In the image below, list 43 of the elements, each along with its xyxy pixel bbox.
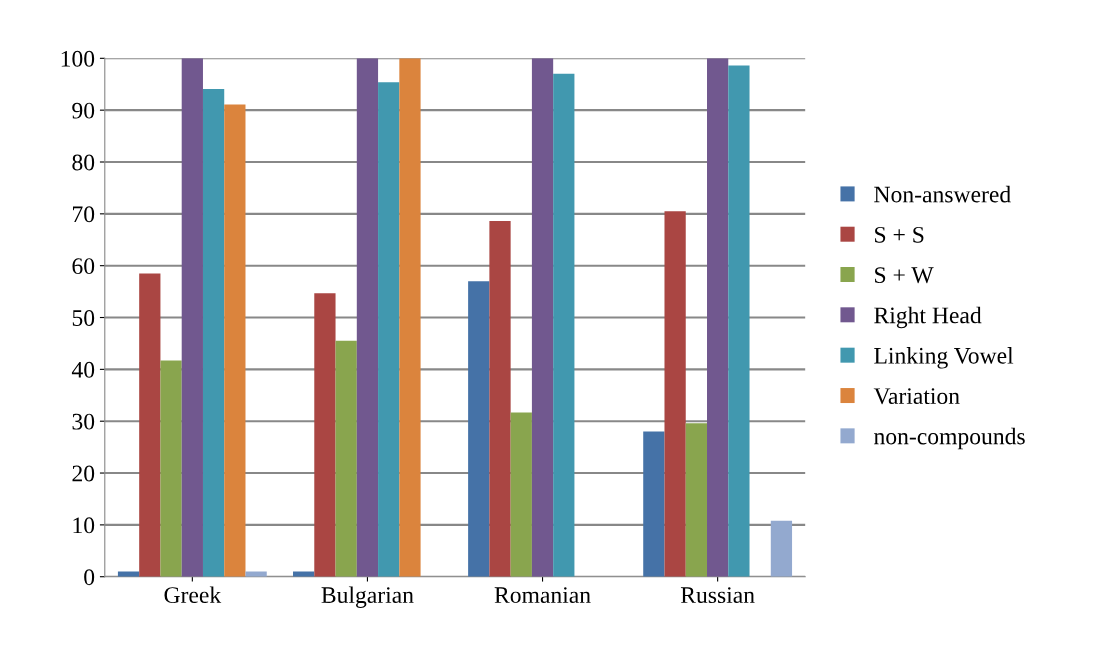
y-tick-label: 60 (72, 258, 95, 275)
legend-label: non-compounds (874, 427, 1025, 450)
y-tick-label: 90 (72, 102, 95, 119)
legend-label: S + S (875, 226, 924, 243)
y-tick-label: 70 (73, 206, 95, 223)
legend-label: Linking Vowel (874, 347, 1014, 369)
bar (685, 423, 708, 577)
legend-label: Variation (873, 388, 960, 405)
bar (160, 360, 182, 577)
x-tick-label: Greek (164, 586, 222, 604)
x-tick-label: Bulgarian (321, 586, 414, 608)
bar (468, 281, 490, 577)
y-tick-label: 40 (71, 361, 95, 378)
bar (643, 431, 665, 577)
bar (314, 293, 336, 577)
y-tick-label: 10 (73, 517, 95, 534)
legend-label: Non-answered (874, 185, 1011, 203)
legend-label: S + W (875, 267, 934, 284)
bar (224, 104, 246, 577)
legend-label: Right Head (874, 306, 982, 329)
bar (378, 82, 400, 577)
bar (553, 73, 575, 577)
bar (356, 58, 379, 577)
x-tick-label: Russian (680, 587, 755, 604)
bar (770, 520, 793, 577)
bar (399, 58, 421, 577)
x-tick-label: Romanian (494, 587, 591, 604)
bar (707, 58, 729, 577)
bar (728, 65, 750, 577)
y-tick-label: 100 (61, 50, 95, 67)
bar (202, 88, 225, 577)
bar (510, 412, 532, 577)
bar (531, 58, 554, 577)
y-tick-label: 0 (84, 569, 95, 586)
y-tick-label: 80 (72, 154, 95, 171)
y-tick-label: 20 (72, 465, 95, 482)
y-tick-label: 50 (72, 310, 95, 326)
bar (139, 273, 161, 577)
bar (181, 58, 203, 577)
y-tick-label: 30 (72, 413, 95, 430)
bar (489, 221, 511, 577)
bar (664, 211, 686, 577)
bar (335, 340, 357, 577)
